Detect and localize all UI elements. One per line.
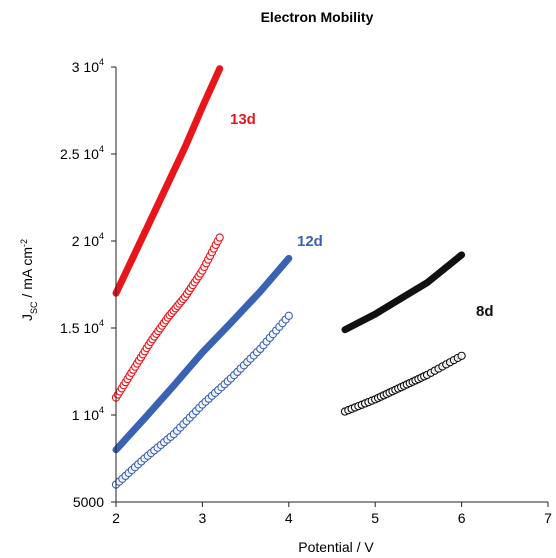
x-tick-label: 2 [112,510,120,526]
x-tick-label: 5 [371,510,379,526]
x-axis-ticks: 2 3 4 5 6 7 [112,502,552,526]
marker-filled [194,116,200,122]
marker-filled [191,124,197,130]
series-2 [112,254,293,454]
series-4 [341,251,466,334]
marker-filled [185,136,192,142]
x-tick-label: 3 [199,510,207,526]
series-label: 12d [297,233,323,250]
series-0 [112,65,224,297]
marker-filled [455,255,461,261]
marker-filled [427,277,434,283]
x-tick-label: 4 [285,510,293,526]
marker-filled [187,132,193,138]
marker-filled [286,255,292,261]
marker-filled [445,263,451,269]
y-tick-label: 3 104 [72,57,104,75]
marker-filled [217,66,223,72]
y-axis-label: JSC / mA cm-2 [19,239,39,321]
plot-area [111,65,466,489]
y-tick-base: 1.5 10 [60,320,99,336]
y-axis-label-unit: / mA cm [19,247,35,301]
marker-filled [424,280,430,286]
series-3 [111,311,293,489]
x-tick-label: 6 [458,510,466,526]
marker-filled [452,257,458,264]
y-axis-label-sup: -2 [19,239,29,247]
series-label: 13d [230,111,256,128]
y-tick-exp: 4 [99,318,104,328]
chart-title: Electron Mobility [261,9,374,25]
y-axis-label-sub: SC [29,301,39,314]
marker-filled [434,271,441,278]
marker-open [215,233,224,242]
y-tick-label: 5000 [73,494,104,510]
y-tick-label: 1 104 [72,405,104,423]
y-tick-exp: 4 [99,231,104,241]
series-labels: 13d 12d 8d [230,111,494,320]
marker-filled [182,144,188,150]
series-5 [340,351,466,416]
x-tick-label: 7 [544,510,552,526]
y-tick-base: 2 10 [72,233,99,249]
y-axis-label-main: J [19,314,35,321]
marker-filled [184,140,190,146]
y-tick-base: 1 10 [72,407,99,423]
series-marks [111,65,466,489]
y-tick-exp: 4 [99,57,104,67]
marker-filled [448,260,454,266]
marker-filled [192,120,199,126]
marker-filled [189,128,195,134]
series-1 [111,233,224,402]
marker-filled [459,252,465,258]
y-tick-base: 3 10 [72,59,99,75]
y-tick-exp: 4 [99,405,104,415]
marker-open [457,351,466,360]
x-axis-label: Potential / V [298,539,374,555]
marker-filled [196,112,202,118]
y-tick-label: 2 104 [72,231,104,249]
y-tick-label: 2.5 104 [60,144,104,162]
marker-filled [198,108,204,114]
marker-filled [441,266,447,272]
y-tick-base: 2.5 10 [60,146,99,162]
y-tick-exp: 4 [99,144,104,154]
marker-filled [438,269,444,275]
series-label: 8d [476,303,494,320]
y-tick-label: 1.5 104 [60,318,104,336]
marker-filled [431,274,437,280]
marker-open [284,311,293,320]
